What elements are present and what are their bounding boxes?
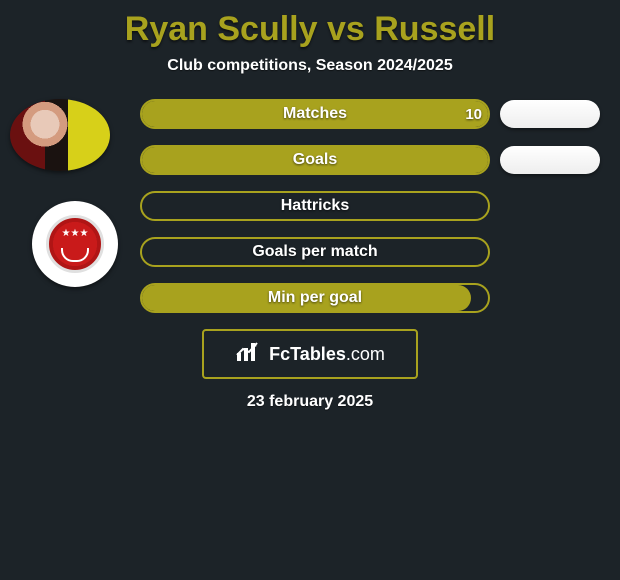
bar-label: Matches [140, 99, 490, 129]
club-badge-inner [46, 215, 104, 273]
chart-icon [235, 341, 263, 368]
stat-bars: Matches10 Goals Hattricks Goals per match Mi… [140, 99, 490, 313]
stat-row: Matches10 [140, 99, 490, 129]
stat-row: Goals [140, 145, 490, 175]
bar-label: Min per goal [140, 283, 490, 313]
fctables-logo[interactable]: FcTables.com [202, 329, 418, 379]
bar-label: Goals per match [140, 237, 490, 267]
content-area: Matches10 Goals Hattricks Goals per match Mi… [0, 99, 620, 313]
stat-row: Goals per match [140, 237, 490, 267]
bar-label: Hattricks [140, 191, 490, 221]
logo-text-light: .com [346, 344, 385, 364]
opponent-pill [500, 100, 600, 128]
page-title: Ryan Scully vs Russell [0, 10, 620, 49]
logo-text-bold: FcTables [269, 344, 346, 364]
stat-row: Min per goal [140, 283, 490, 313]
avatars-column [8, 99, 128, 287]
logo-text: FcTables.com [269, 344, 385, 365]
bar-value: 10 [465, 99, 482, 129]
subtitle: Club competitions, Season 2024/2025 [0, 57, 620, 75]
comparison-widget: Ryan Scully vs Russell Club competitions… [0, 0, 620, 411]
player-avatar [10, 99, 110, 171]
club-badge [32, 201, 118, 287]
opponent-pill [500, 146, 600, 174]
stat-row: Hattricks [140, 191, 490, 221]
bar-label: Goals [140, 145, 490, 175]
date-label: 23 february 2025 [0, 393, 620, 411]
